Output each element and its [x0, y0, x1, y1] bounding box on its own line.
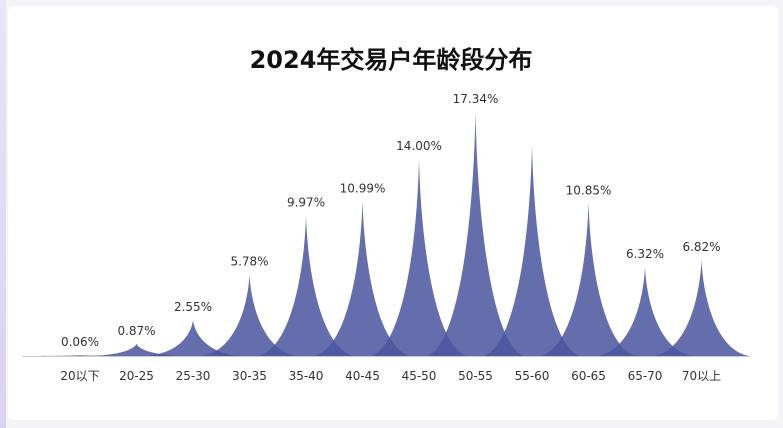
left-edge-strip [0, 0, 6, 428]
value-label-60-65: 10.85% [566, 183, 612, 197]
x-tick-40-45: 40-45 [345, 369, 380, 383]
peak-20-25 [88, 343, 185, 356]
peak-25-30 [145, 320, 241, 356]
x-tick-20以下: 20以下 [60, 369, 99, 383]
peak-60-65 [540, 203, 637, 356]
value-label-65-70: 6.32% [626, 247, 664, 261]
value-label-70以上: 6.82% [682, 240, 720, 254]
peak-50-55 [427, 112, 524, 356]
peak-35-40 [258, 215, 354, 356]
peak-65-70 [597, 267, 693, 356]
x-tick-60-65: 60-65 [571, 369, 606, 383]
x-tick-25-30: 25-30 [176, 369, 211, 383]
peak-40-45 [314, 201, 411, 356]
value-label-35-40: 9.97% [287, 196, 325, 210]
x-tick-30-35: 30-35 [232, 369, 267, 383]
x-tick-45-50: 45-50 [402, 369, 437, 383]
x-tick-70以上: 70以上 [682, 369, 721, 383]
x-tick-65-70: 65-70 [628, 369, 663, 383]
value-label-40-45: 10.99% [340, 181, 386, 195]
value-label-45-50: 14.00% [396, 139, 442, 153]
value-labels: 0.06% 0.87% 2.55% 5.78% 9.97% 10.99% 14.00% 17.… [61, 92, 721, 349]
peak-30-35 [201, 274, 298, 356]
x-tick-labels: 20以下 20-25 25-30 30-35 35-40 40-45 45-50 50-55 5… [60, 369, 721, 383]
peak-70以上 [653, 260, 750, 356]
peak-55-60 [484, 144, 580, 356]
x-tick-50-55: 50-55 [458, 369, 493, 383]
value-label-20-25: 0.87% [117, 324, 155, 338]
peak-45-50 [371, 158, 467, 356]
x-tick-55-60: 55-60 [515, 369, 550, 383]
peak-20以下 [32, 355, 128, 356]
value-label-25-30: 2.55% [174, 300, 212, 314]
value-label-20以下: 0.06% [61, 335, 99, 349]
chart-title: 2024年交易户年龄段分布 [250, 46, 533, 74]
x-tick-35-40: 35-40 [289, 369, 324, 383]
peak-series [32, 112, 750, 356]
value-label-30-35: 5.78% [230, 255, 268, 269]
x-tick-20-25: 20-25 [119, 369, 154, 383]
value-label-50-55: 17.34% [453, 92, 499, 106]
